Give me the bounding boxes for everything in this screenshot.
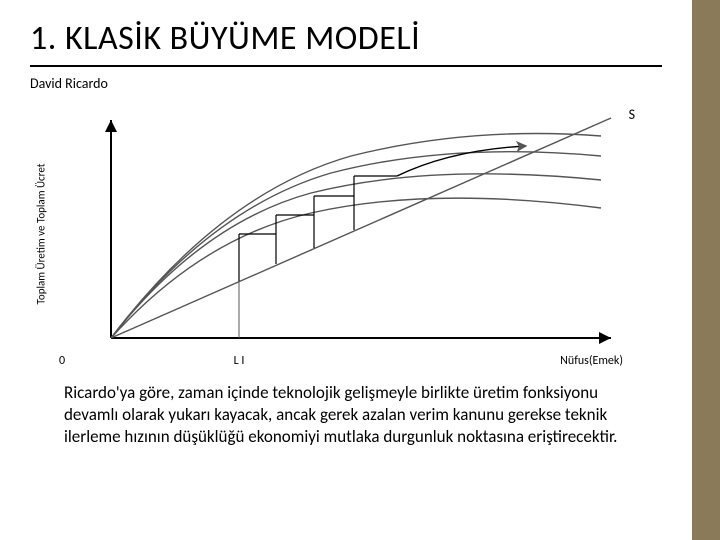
slide-accent-sidebar xyxy=(692,0,720,540)
origin-label: 0 xyxy=(59,354,65,368)
x-axis-label: Nüfus(Emek) xyxy=(560,354,623,368)
title-container: 1. KLASİK BÜYÜME MODELİ xyxy=(30,18,662,67)
slide-content: 1. KLASİK BÜYÜME MODELİ David Ricardo To… xyxy=(0,0,692,540)
slide-subtitle: David Ricardo xyxy=(30,75,662,92)
chart-svg xyxy=(71,108,631,348)
y-axis-label: Toplam Üretim ve Toplam Ücret xyxy=(35,164,48,305)
x-tick-label: L I xyxy=(234,354,245,368)
slide-title: 1. KLASİK BÜYÜME MODELİ xyxy=(30,18,662,59)
slide-body-text: Ricardo'ya göre, zaman içinde teknolojik… xyxy=(30,382,662,447)
economic-diagram: Toplam Üretim ve Toplam Ücret 0 L I Nüfu… xyxy=(51,104,641,364)
